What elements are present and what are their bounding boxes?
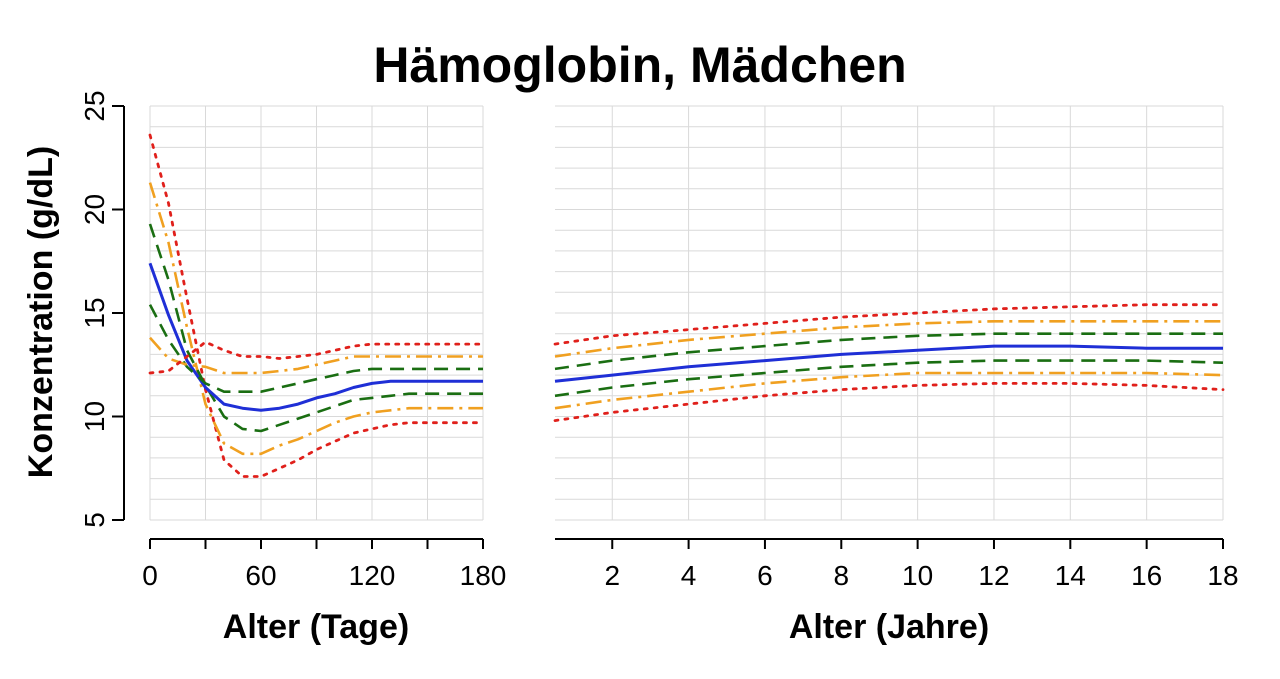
x-axis-label-days: Alter (Tage) xyxy=(223,608,409,646)
series-line-p25 xyxy=(148,304,483,394)
x-tick-label: 14 xyxy=(1055,560,1086,591)
x-tick-label: 8 xyxy=(833,560,849,591)
series-line-p3 xyxy=(148,133,485,478)
series-line-p10 xyxy=(149,336,483,375)
y-axis-label: Konzentration (g/dL) xyxy=(22,146,60,478)
x-tick-label: 16 xyxy=(1131,560,1162,591)
plot-area: 5 10 15 20 25 0 60 120 180 2 4 6 8 10 12 14 16 18 xyxy=(79,90,1239,591)
series-line-p25 xyxy=(554,359,1224,398)
y-tick-label: 5 xyxy=(79,512,110,528)
y-tick-label: 15 xyxy=(79,297,110,328)
x-tick-label: 10 xyxy=(902,560,933,591)
series-line-p25 xyxy=(554,332,1223,371)
series-line-p10 xyxy=(148,182,483,456)
x-tick-label: 12 xyxy=(978,560,1009,591)
x-tick-label: 180 xyxy=(460,560,507,591)
y-tick-label: 25 xyxy=(79,90,110,121)
y-tick-label: 20 xyxy=(79,194,110,225)
x-tick-label: 18 xyxy=(1207,560,1238,591)
x-tick-label: 120 xyxy=(349,560,396,591)
series-line-p50 xyxy=(148,262,483,412)
series-line-p10 xyxy=(554,319,1223,358)
series-line-p3 xyxy=(148,340,485,375)
x-tick-label: 6 xyxy=(757,560,773,591)
series-line-p3 xyxy=(553,381,1225,423)
x-tick-label: 60 xyxy=(245,560,276,591)
chart-title: Hämoglobin, Mädchen xyxy=(373,37,906,93)
y-tick-label: 10 xyxy=(79,401,110,432)
series-line-p25 xyxy=(148,223,483,433)
x-axis-label-years: Alter (Jahre) xyxy=(789,608,989,646)
x-tick-label: 0 xyxy=(142,560,158,591)
x-tick-label: 4 xyxy=(681,560,697,591)
x-tick-label: 2 xyxy=(604,560,620,591)
series-line-p50 xyxy=(554,344,1223,383)
series-line-p10 xyxy=(554,371,1224,410)
